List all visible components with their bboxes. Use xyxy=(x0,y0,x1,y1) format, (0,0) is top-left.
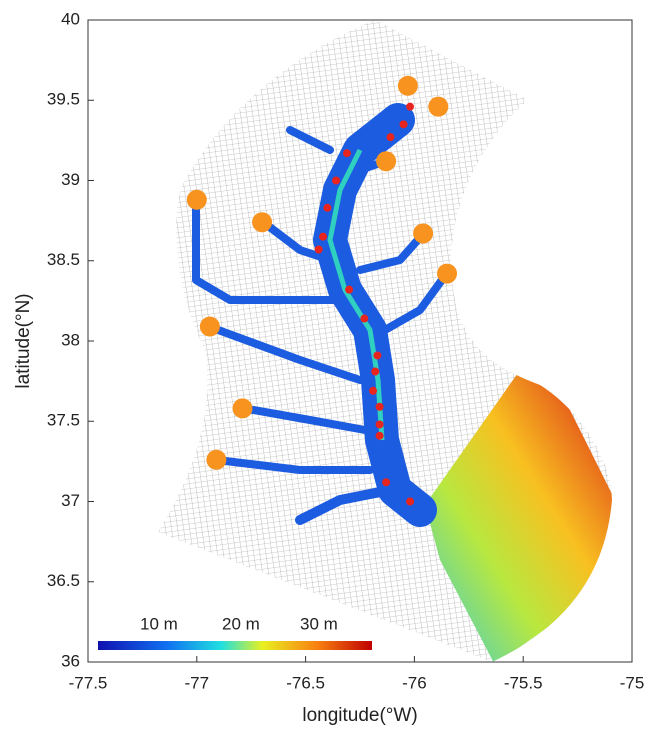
x-tick-label: -75 xyxy=(620,673,645,692)
point xyxy=(314,245,323,254)
x-axis-label: longitude(°W) xyxy=(302,705,417,726)
y-tick-label: 39.5 xyxy=(47,90,80,109)
y-tick-label: 38 xyxy=(61,330,80,349)
x-tick-label: -77 xyxy=(185,673,210,692)
y-tick-label: 36.5 xyxy=(47,571,80,590)
x-tick-label: -77.5 xyxy=(69,673,108,692)
point xyxy=(413,223,434,244)
point xyxy=(376,151,397,172)
point xyxy=(399,120,408,129)
y-tick-label: 39 xyxy=(61,170,80,189)
point xyxy=(332,176,341,185)
x-tick-label: -76 xyxy=(402,673,427,692)
point xyxy=(345,285,354,294)
point xyxy=(319,232,328,241)
point xyxy=(406,497,415,506)
point xyxy=(406,102,415,111)
point xyxy=(323,203,332,212)
point xyxy=(360,314,369,323)
point xyxy=(375,402,384,411)
mesh xyxy=(158,20,612,662)
point xyxy=(375,420,384,429)
point xyxy=(437,263,458,284)
x-tick-label: -75.5 xyxy=(504,673,543,692)
point xyxy=(428,96,449,117)
point xyxy=(186,189,207,210)
point xyxy=(369,386,378,395)
y-tick-label: 36 xyxy=(61,651,80,670)
point xyxy=(397,75,418,96)
y-tick-label: 37.5 xyxy=(47,411,80,430)
y-tick-label: 40 xyxy=(61,9,80,28)
point xyxy=(206,449,227,470)
y-axis-label: latitude(°N) xyxy=(13,293,34,388)
y-tick-label: 38.5 xyxy=(47,250,80,269)
y-tick-label: 37 xyxy=(61,491,80,510)
point xyxy=(382,478,391,487)
point xyxy=(371,367,380,376)
colorbar-label: 30 m xyxy=(300,614,338,633)
point xyxy=(199,316,220,337)
colorbar-label: 20 m xyxy=(222,614,260,633)
point xyxy=(386,133,395,142)
point xyxy=(375,431,384,440)
x-tick-label: -76.5 xyxy=(286,673,325,692)
point xyxy=(373,351,382,360)
point xyxy=(232,398,253,419)
colorbar-label: 10 m xyxy=(140,614,178,633)
point xyxy=(252,212,273,233)
colorbar xyxy=(98,641,372,650)
point xyxy=(342,149,351,158)
